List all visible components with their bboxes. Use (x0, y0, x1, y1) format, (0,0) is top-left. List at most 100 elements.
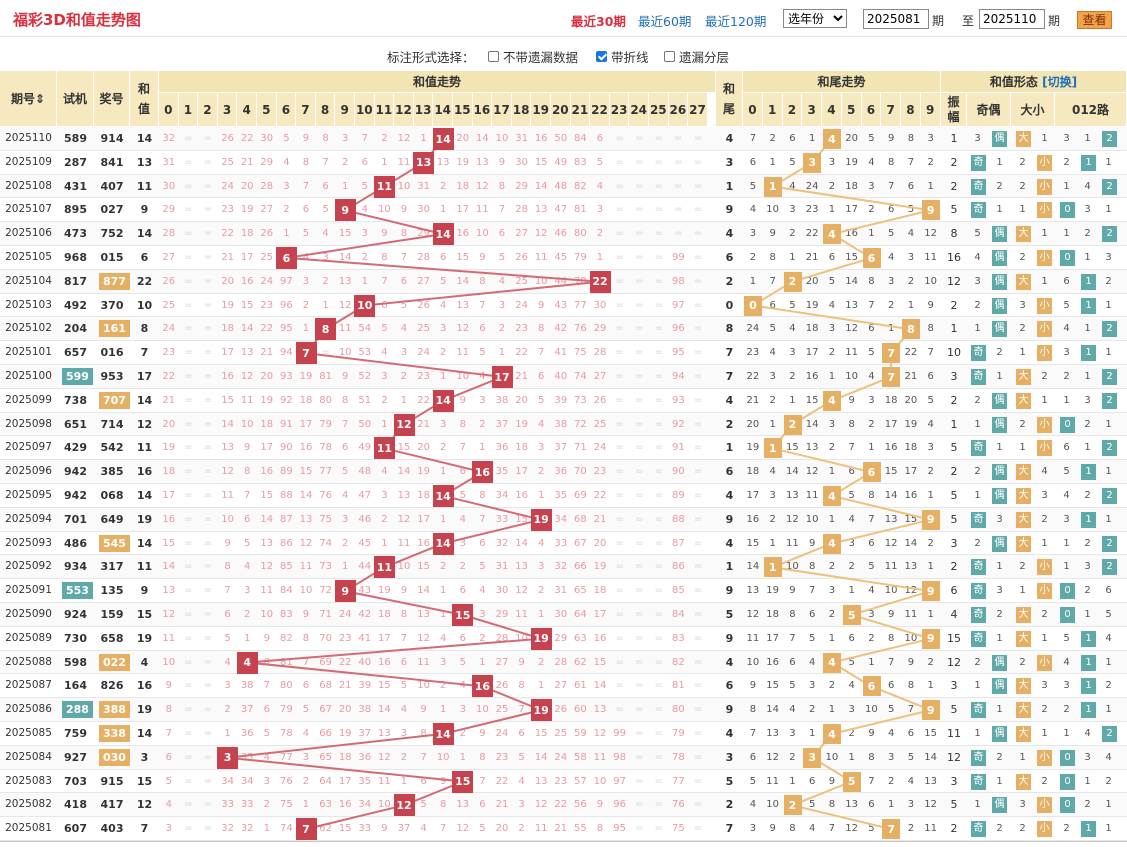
sum-miss-cell: 16 (417, 537, 430, 549)
sum-miss-cell: 77 (672, 775, 685, 787)
switch-link[interactable]: [切换] (1042, 75, 1078, 89)
tail-miss-cell: 17 (746, 490, 760, 501)
sum-miss-cell: 16 (515, 490, 528, 501)
tail-miss-cell: 1 (828, 371, 836, 382)
small-tag: 小 (1037, 749, 1052, 766)
sum-miss-cell: 5 (479, 823, 486, 835)
nav-recent-60[interactable]: 最近60期 (638, 14, 692, 29)
prize-number-highlight: 030 (99, 748, 130, 766)
header-sum-digit: 1 (178, 93, 199, 127)
tail-miss-cell: 17 (884, 418, 898, 430)
nav-recent-30[interactable]: 最近30期 (571, 14, 626, 29)
year-select[interactable]: 选年份 (783, 9, 847, 28)
sum-miss-cell: = (184, 823, 193, 835)
sum-miss-cell: 11 (456, 347, 470, 359)
sum-miss-cell: 1 (381, 418, 388, 430)
sum-miss-cell: 73 (319, 561, 332, 573)
nav-recent-120[interactable]: 最近120期 (705, 14, 767, 29)
tail-miss-cell: 9 (749, 680, 757, 692)
big-miss: 1 (1019, 204, 1026, 216)
sum-miss-cell: 18 (240, 228, 254, 240)
option-polyline[interactable]: 带折线 (596, 47, 649, 66)
sum-miss-cell: = (674, 133, 683, 144)
sum-value: 3 (140, 750, 149, 764)
tail-miss-cell: 7 (828, 823, 836, 835)
sum-miss-cell: 2 (479, 418, 486, 430)
sum-miss-cell: = (693, 632, 703, 644)
sum-miss-cell: 31 (495, 561, 509, 573)
odd-tag: 奇 (971, 154, 986, 171)
tail-miss-cell: 10 (865, 704, 878, 716)
sum-hit-marker: 9 (334, 199, 356, 222)
table-row: 2025084 927 030 3 6 = = 35 4 77 3 65 18 36 12 2 7 10 1 8 23 5… (0, 745, 1127, 770)
prize-number: 407 (100, 179, 124, 193)
sum-miss-cell: = (634, 252, 644, 263)
sum-miss-cell: 84 (672, 609, 685, 620)
to-period-input[interactable] (979, 9, 1045, 29)
amplitude-value: 1 (950, 417, 958, 431)
period-cell: 2025098 (5, 417, 52, 430)
sum-hit-marker: 14 (432, 128, 454, 150)
tail-miss-cell: 8 (789, 609, 796, 620)
sum-miss-cell: 21 (260, 347, 274, 359)
sum-miss-cell: 93 (280, 371, 293, 382)
option-no-miss[interactable]: 不带遗漏数据 (488, 47, 578, 66)
option-no-miss-label: 不带遗漏数据 (503, 50, 579, 65)
sum-miss-cell: 81 (319, 371, 332, 382)
sum-miss-cell: = (615, 704, 624, 716)
sum-miss-cell: 62 (574, 656, 587, 668)
prize-number: 068 (100, 489, 124, 502)
big-miss: 2 (1019, 656, 1026, 668)
option-miss-layer[interactable]: 遗漏分层 (664, 47, 729, 66)
tail-miss-cell: 3 (907, 799, 915, 811)
tail-miss-cell: 1 (808, 728, 816, 739)
sum-miss-cell: 51 (358, 394, 372, 406)
checkbox-icon[interactable] (488, 51, 499, 62)
header-tail-digit: 4 (822, 93, 842, 127)
sum-miss-cell: 37 (397, 823, 411, 835)
sum-miss-cell: 1 (381, 537, 388, 549)
sum-miss-cell: 4 (459, 680, 466, 692)
period-cell: 2025102 (5, 322, 52, 335)
query-button[interactable]: 查看 (1077, 11, 1112, 29)
road-miss: 1 (1105, 204, 1112, 216)
sum-miss-cell: 3 (440, 323, 447, 335)
sum-miss-cell: 5 (224, 632, 231, 644)
road-miss: 1 (1105, 156, 1112, 168)
sum-miss-cell: 8 (420, 728, 427, 739)
sum-miss-cell: 4 (361, 204, 368, 216)
header-bigsmall: 大小 (1011, 93, 1055, 127)
tail-miss-cell: 2 (828, 609, 836, 620)
checkbox-icon[interactable] (664, 51, 675, 62)
trial-number: 934 (64, 560, 87, 574)
sum-miss-cell: = (615, 609, 624, 620)
tail-miss-cell: 1 (828, 204, 836, 216)
tail-miss-cell: 5 (808, 799, 816, 811)
tail-miss-cell: 1 (828, 466, 836, 478)
sum-miss-cell: 20 (221, 275, 234, 287)
sum-miss-cell: = (693, 133, 703, 144)
sum-miss-cell: 20 (495, 823, 509, 835)
header-period[interactable]: 期号⇕ (0, 71, 57, 127)
amplitude-value: 2 (950, 179, 958, 193)
checkbox-checked-icon[interactable] (596, 51, 607, 62)
from-period-input[interactable] (863, 9, 929, 29)
sum-miss-cell: 4 (244, 561, 251, 573)
tail-hit-marker: 6 (862, 676, 881, 697)
sum-miss-cell: 21 (338, 680, 352, 692)
sum-miss-cell: = (203, 561, 213, 573)
sum-miss-cell: 12 (221, 466, 234, 478)
sum-miss-cell: 9 (479, 252, 486, 263)
sum-miss-cell: 13 (456, 299, 470, 311)
sum-miss-cell: 29 (495, 609, 509, 620)
sum-miss-cell: 3 (342, 513, 349, 525)
sum-miss-cell: 6 (302, 680, 310, 692)
tail-miss-cell: 15 (884, 466, 898, 478)
sum-miss-cell: 74 (280, 823, 293, 835)
sum-miss-cell: = (203, 299, 213, 311)
tail-miss-cell: 11 (884, 561, 898, 573)
sum-miss-cell: 2 (440, 347, 447, 359)
tail-miss-cell: 1 (828, 513, 836, 525)
amplitude-value: 2 (950, 298, 958, 312)
big-miss: 2 (1019, 252, 1026, 263)
